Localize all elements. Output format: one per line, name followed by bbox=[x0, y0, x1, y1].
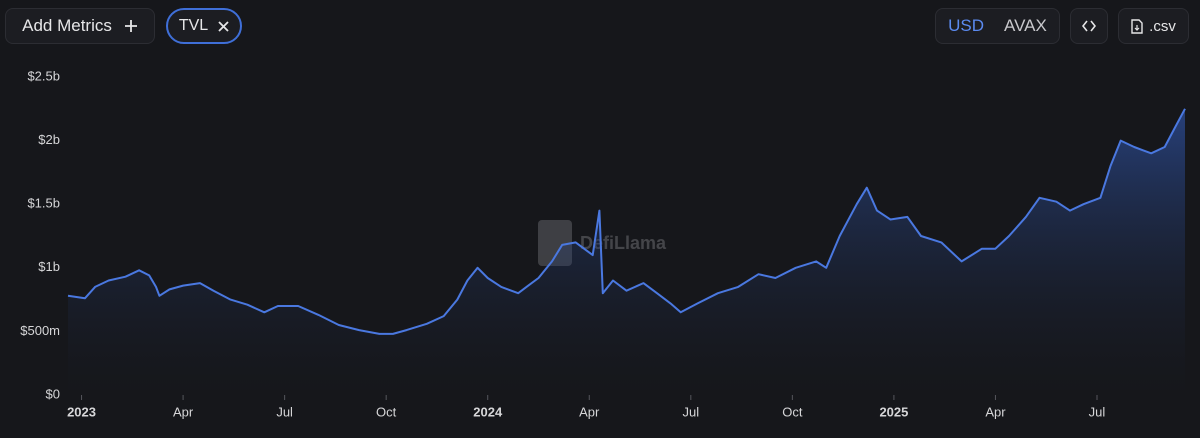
currency-toggle: USD AVAX bbox=[935, 8, 1060, 44]
x-tick-label: Jul bbox=[1089, 404, 1106, 419]
metric-pill[interactable]: TVL bbox=[166, 8, 242, 44]
file-icon bbox=[1131, 18, 1143, 34]
y-tick-label: $0 bbox=[46, 386, 60, 401]
embed-button[interactable] bbox=[1070, 8, 1108, 44]
csv-button[interactable]: .csv bbox=[1118, 8, 1189, 44]
add-metrics-button[interactable]: Add Metrics bbox=[5, 8, 155, 44]
currency-option[interactable]: AVAX bbox=[1004, 16, 1047, 35]
x-tick-label: 2023 bbox=[67, 404, 96, 419]
x-tick-label: 2025 bbox=[879, 404, 908, 419]
area-fill bbox=[68, 108, 1185, 396]
currency-option[interactable]: USD bbox=[948, 16, 985, 35]
y-tick-label: $2.5b bbox=[27, 68, 60, 83]
csv-label: .csv bbox=[1149, 17, 1176, 35]
y-tick-label: $2b bbox=[38, 132, 60, 147]
close-icon[interactable] bbox=[218, 20, 229, 32]
y-tick-label: $1.5b bbox=[27, 196, 60, 211]
x-tick-label: Oct bbox=[376, 404, 397, 419]
x-tick-label: Apr bbox=[173, 404, 194, 419]
x-tick-label: Oct bbox=[782, 404, 803, 419]
x-tick-label: Jul bbox=[682, 404, 699, 419]
x-tick-label: Jul bbox=[276, 404, 293, 419]
x-tick-label: Apr bbox=[579, 404, 600, 419]
y-tick-label: $500m bbox=[20, 323, 60, 338]
code-icon bbox=[1082, 20, 1096, 32]
plus-icon bbox=[124, 20, 137, 32]
add-metrics-label: Add Metrics bbox=[22, 16, 112, 35]
y-tick-label: $1b bbox=[38, 259, 60, 274]
metric-label: TVL bbox=[178, 17, 209, 34]
tvl-line bbox=[67, 108, 1186, 335]
x-tick-label: Apr bbox=[985, 404, 1006, 419]
x-tick-label: 2024 bbox=[473, 404, 503, 419]
